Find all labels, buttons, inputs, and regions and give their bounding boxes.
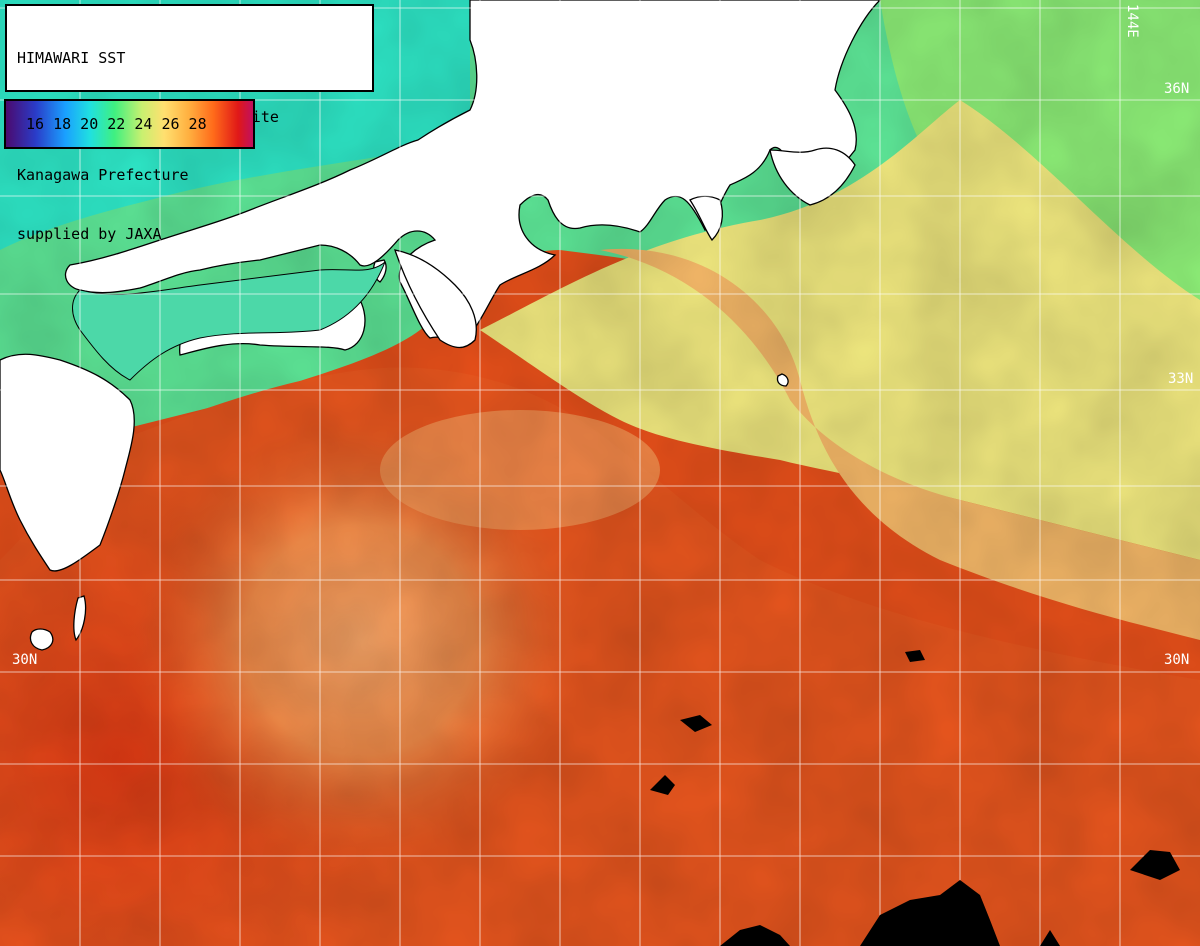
- temperature-legend: 16 18 20 22 24 26 28: [4, 99, 255, 149]
- title-box: HIMAWARI SST 2025/06/16(UTC) Day Composi…: [5, 4, 374, 243]
- kii-peninsula-land: [394, 249, 477, 349]
- no-data-patches: [650, 650, 1180, 946]
- kyushu-land: [0, 353, 135, 572]
- honshu-land: [64, 0, 881, 346]
- lon-label-144e: 144E: [1124, 4, 1140, 38]
- oshima-land: [776, 373, 789, 387]
- lat-label-33n: 33N: [1168, 371, 1194, 387]
- title-line-4: supplied by JAXA: [17, 224, 162, 243]
- title-line-1: HIMAWARI SST: [17, 49, 126, 67]
- lon-label-136e: 136E: [484, 4, 500, 38]
- title-line-3: Kanagawa Prefecture: [17, 166, 189, 184]
- lat-label-30n-right: 30N: [1164, 652, 1190, 668]
- legend-labels: 16 18 20 22 24 26 28: [26, 115, 207, 133]
- seto-inland-sea: [72, 261, 386, 381]
- yakushima-land: [29, 628, 54, 651]
- lat-label-36n: 36N: [1164, 81, 1190, 97]
- lat-label-30n-left: 30N: [12, 652, 38, 668]
- boso-peninsula-land: [769, 147, 856, 206]
